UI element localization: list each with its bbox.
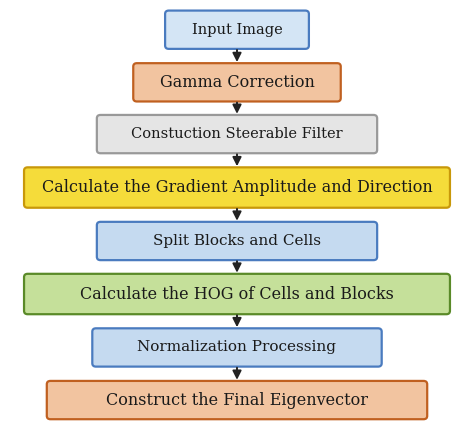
FancyBboxPatch shape xyxy=(24,274,450,314)
Text: Input Image: Input Image xyxy=(191,23,283,37)
FancyBboxPatch shape xyxy=(165,10,309,49)
FancyBboxPatch shape xyxy=(133,63,341,102)
Text: Normalization Processing: Normalization Processing xyxy=(137,340,337,355)
FancyBboxPatch shape xyxy=(92,328,382,367)
Text: Split Blocks and Cells: Split Blocks and Cells xyxy=(153,234,321,248)
Text: Construct the Final Eigenvector: Construct the Final Eigenvector xyxy=(106,391,368,408)
FancyBboxPatch shape xyxy=(97,222,377,260)
Text: Gamma Correction: Gamma Correction xyxy=(160,74,314,91)
Text: Calculate the Gradient Amplitude and Direction: Calculate the Gradient Amplitude and Dir… xyxy=(42,179,432,196)
FancyBboxPatch shape xyxy=(47,381,427,419)
Text: Calculate the HOG of Cells and Blocks: Calculate the HOG of Cells and Blocks xyxy=(80,286,394,302)
FancyBboxPatch shape xyxy=(24,168,450,208)
FancyBboxPatch shape xyxy=(97,115,377,153)
Text: Constuction Steerable Filter: Constuction Steerable Filter xyxy=(131,127,343,141)
